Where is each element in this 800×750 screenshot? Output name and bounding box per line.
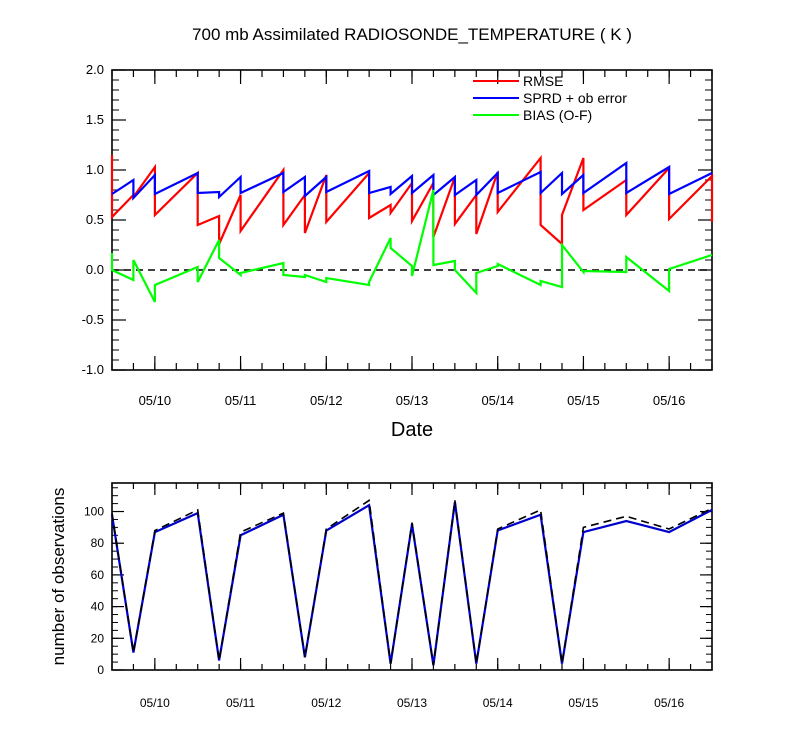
plot-frame: [111, 482, 713, 671]
series-line-bias: [110, 189, 713, 303]
legend-label-rmse: RMSE: [523, 73, 563, 89]
x-tick-label: 05/13: [396, 393, 429, 408]
x-tick-label: 05/10: [140, 696, 170, 710]
x-axis-label: Date: [391, 419, 433, 441]
x-tick-label: 05/10: [139, 393, 172, 408]
y-tick-label: 20: [91, 631, 105, 645]
y-tick-label: 40: [91, 600, 105, 614]
legend-label-bias: BIAS (O-F): [523, 107, 592, 123]
y-tick-label: 1.5: [86, 112, 104, 127]
y-tick-label: 0.0: [86, 262, 104, 277]
series-line-rmse: [110, 154, 714, 247]
x-tick-label: 05/15: [568, 696, 598, 710]
series-line-count_dash: [111, 499, 713, 666]
x-tick-label: 05/12: [311, 696, 341, 710]
rmse-sprd-bias-chart: 700 mb Assimilated RADIOSONDE_TEMPERATUR…: [82, 25, 714, 441]
observation-count-chart: 05/10 05/11 05/12 05/13 05/14 05/15 05/16 0 20 40…: [49, 482, 713, 710]
x-tick-label: 05/11: [225, 393, 257, 408]
y-tick-label: -0.5: [82, 312, 104, 327]
x-tick-label: 05/12: [310, 393, 343, 408]
legend-label-sprd: SPRD + ob error: [523, 90, 627, 106]
y-tick-label: 60: [91, 568, 105, 582]
y-tick-label: 80: [91, 536, 105, 550]
y-tick-label: 0.5: [86, 212, 104, 227]
y-axis-label: number of observations: [49, 488, 68, 666]
y-tick-label: -1.0: [82, 362, 104, 377]
y-tick-label: 1.0: [86, 162, 104, 177]
y-tick-label: 100: [84, 505, 104, 519]
y-tick-label: 0: [97, 663, 104, 677]
y-tick-label: 2.0: [86, 62, 104, 77]
x-tick-label: 05/15: [567, 393, 600, 408]
x-tick-label: 05/11: [226, 696, 255, 710]
x-tick-label: 05/14: [481, 393, 514, 408]
x-tick-label: 05/14: [483, 696, 513, 710]
x-tick-label: 05/16: [654, 696, 684, 710]
x-tick-label: 05/13: [397, 696, 427, 710]
series-line-sprd: [111, 160, 713, 201]
chart-title: 700 mb Assimilated RADIOSONDE_TEMPERATUR…: [192, 25, 632, 44]
x-tick-label: 05/16: [653, 393, 686, 408]
